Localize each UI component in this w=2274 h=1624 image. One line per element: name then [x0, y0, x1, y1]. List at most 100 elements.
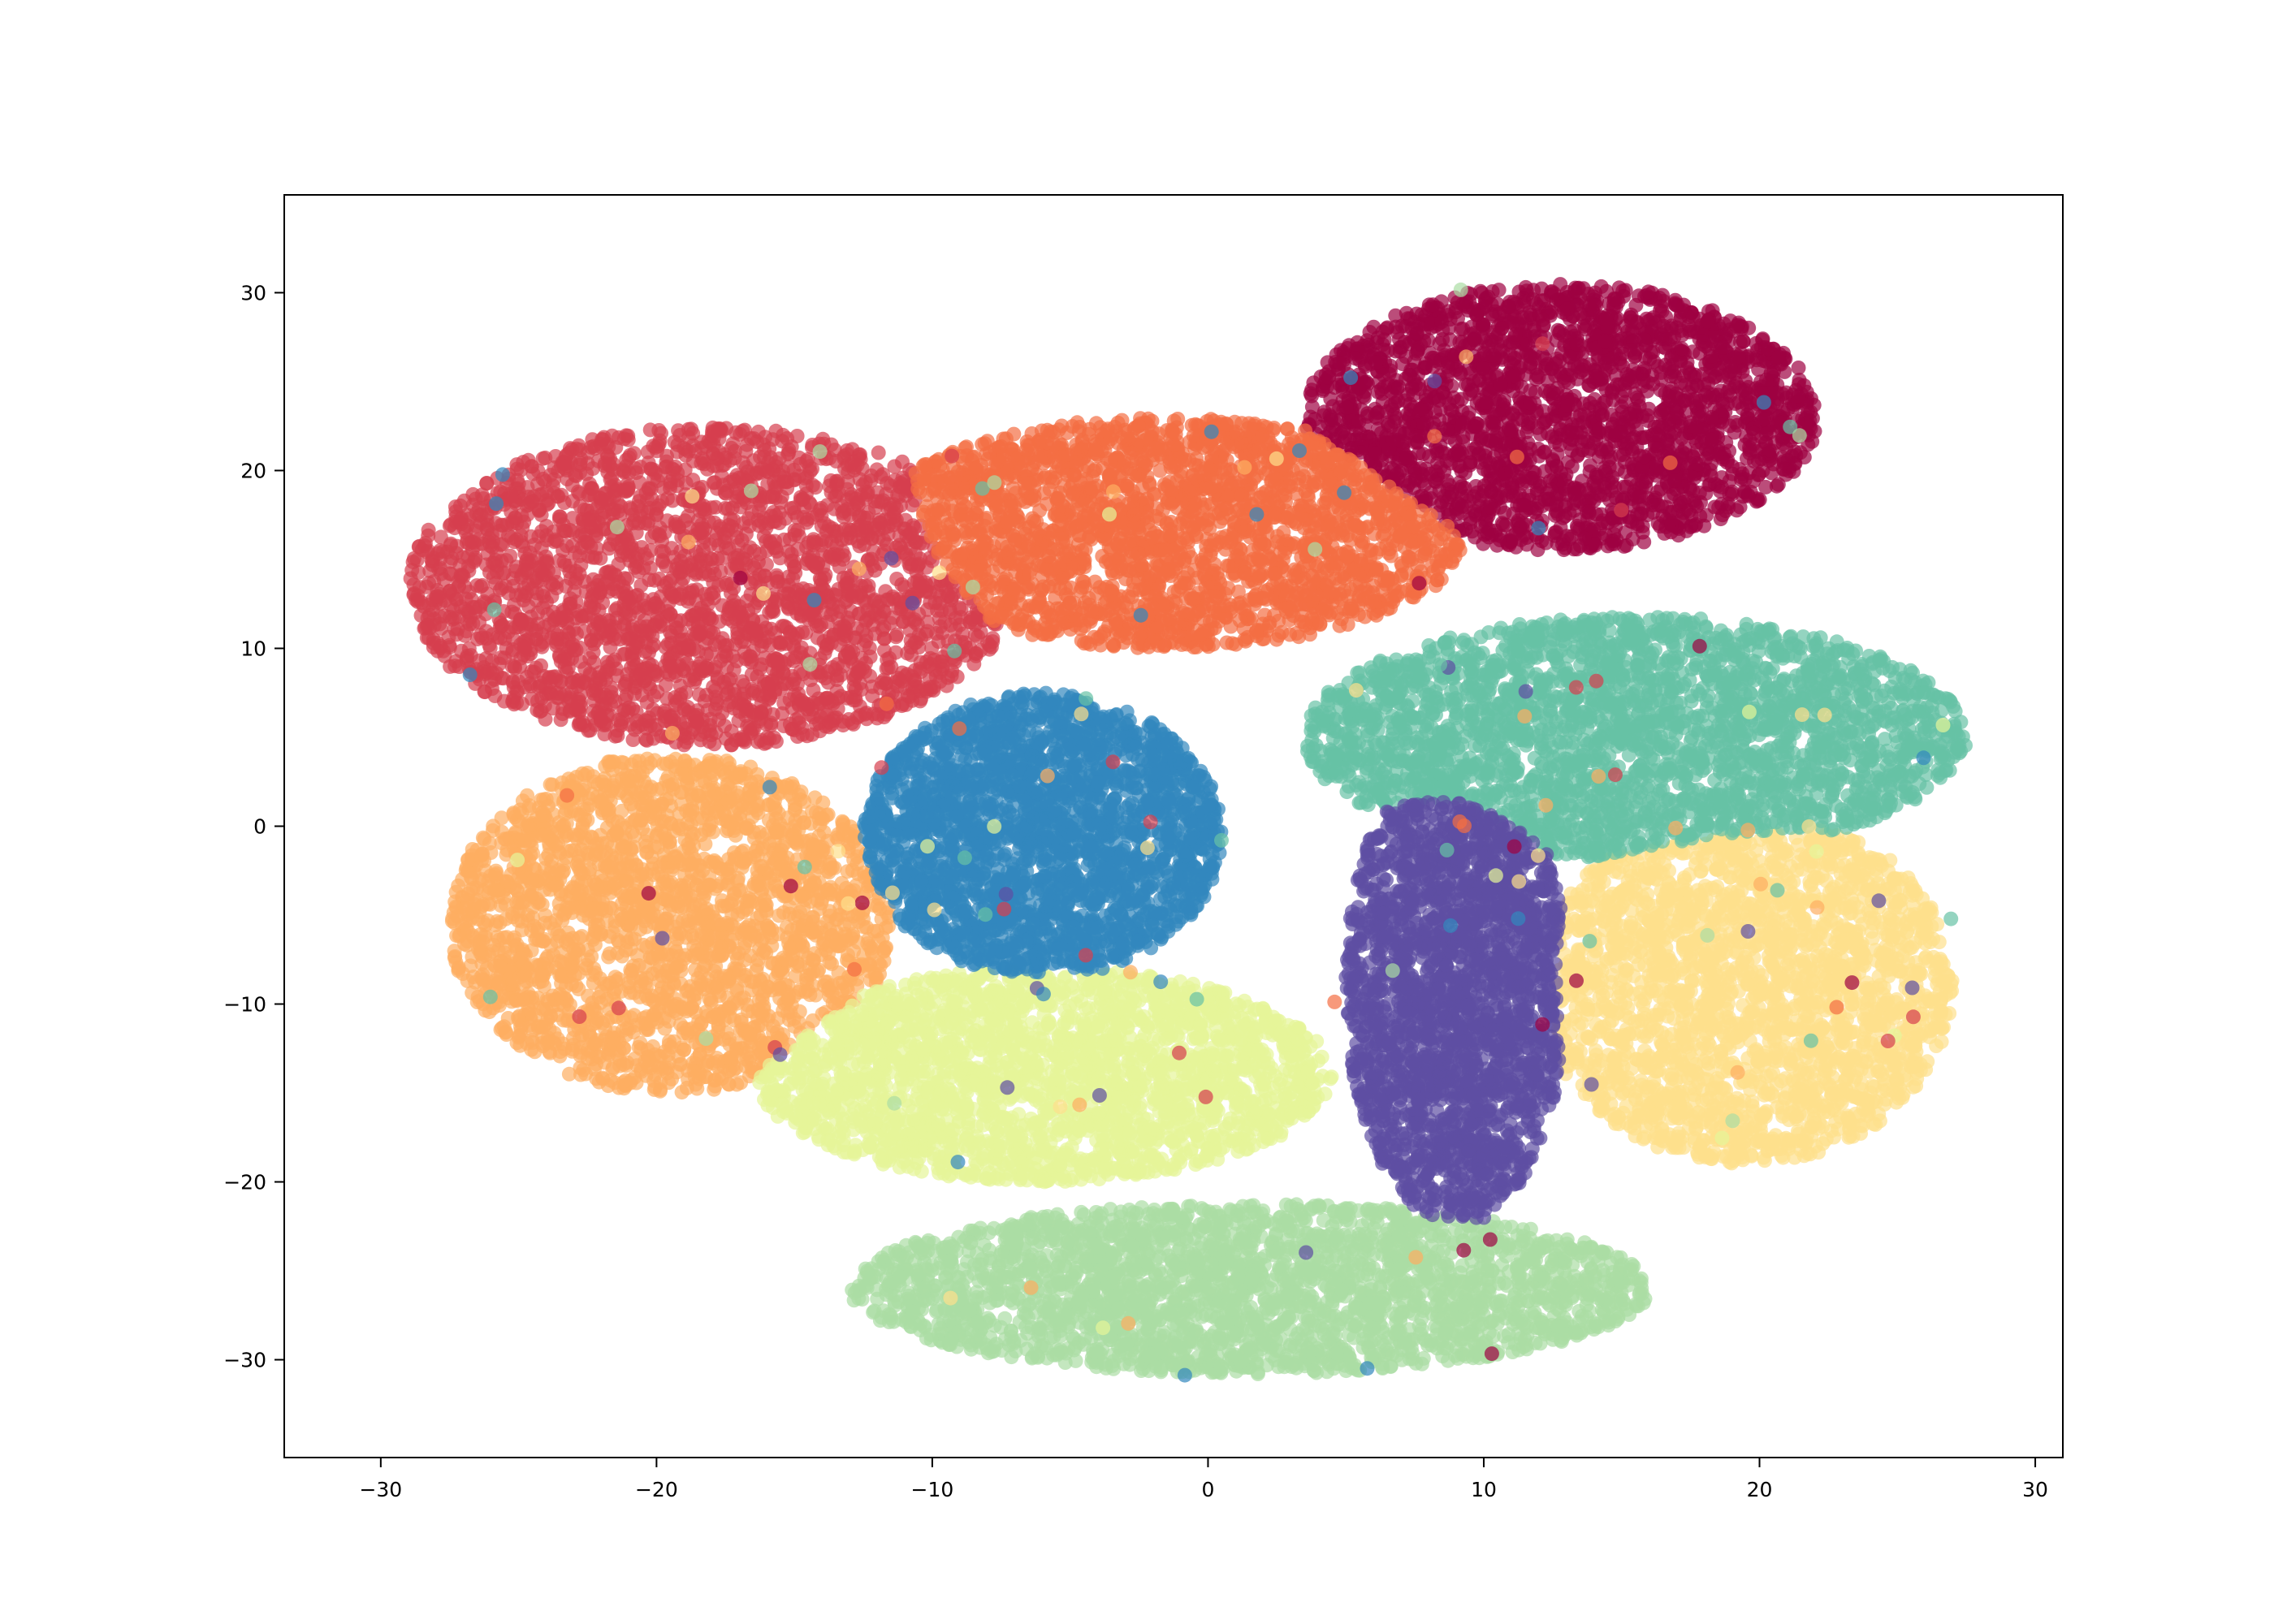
scatter-point [582, 599, 598, 615]
scatter-point [1539, 412, 1554, 428]
scatter-point [796, 510, 811, 525]
scatter-point [743, 654, 759, 670]
scatter-point [1516, 297, 1532, 313]
scatter-point [694, 600, 709, 615]
scatter-point [706, 625, 721, 641]
scatter-point [1737, 382, 1753, 398]
scatter-point [1685, 392, 1701, 408]
scatter-point [1388, 308, 1403, 323]
scatter-point [1517, 498, 1533, 513]
scatter-point [1455, 499, 1469, 514]
scatter-point [838, 594, 854, 610]
scatter-point [682, 585, 697, 601]
scatter-point [1645, 498, 1661, 513]
scatter-point [1597, 334, 1613, 349]
scatter-point [1454, 391, 1469, 407]
scatter-point [1692, 486, 1707, 500]
scatter-point [1523, 395, 1538, 411]
scatter-point [1704, 432, 1719, 447]
scatter-point [1576, 530, 1592, 546]
scatter-point [1497, 393, 1512, 408]
scatter-point [1425, 359, 1441, 374]
scatter-point [1472, 283, 1488, 299]
scatter-point [1423, 466, 1438, 482]
scatter-point [846, 693, 861, 708]
scatter-point [1679, 523, 1694, 538]
scatter-point [1491, 283, 1507, 298]
scatter-point [607, 652, 623, 667]
scatter-point [1367, 446, 1382, 461]
scatter-point [1412, 401, 1428, 417]
scatter-point [1791, 388, 1806, 404]
scatter-point [1586, 475, 1602, 490]
scatter-point [1757, 412, 1771, 427]
scatter-point [1366, 319, 1381, 335]
scatter-point [842, 525, 858, 541]
scatter-point [757, 443, 772, 458]
scatter-point [854, 487, 869, 503]
scatter-point [1720, 384, 1736, 400]
scatter-point [812, 723, 828, 739]
scatter-point [463, 648, 478, 663]
scatter-point [776, 695, 792, 710]
scatter-point [568, 545, 582, 560]
scatter-point [1497, 505, 1512, 520]
scatter-point [1731, 349, 1746, 365]
scatter-point [856, 510, 871, 525]
scatter-point [885, 589, 901, 604]
scatter-point [1560, 398, 1576, 413]
scatter-point [1570, 448, 1585, 464]
scatter-point [1642, 351, 1658, 366]
scatter-point [870, 710, 884, 726]
scatter-point [1598, 311, 1614, 326]
scatter-point [680, 699, 695, 715]
scatter-point [1549, 333, 1564, 348]
scatter-point [1762, 443, 1777, 458]
scatter-point [1437, 464, 1452, 479]
scatter-point [1654, 372, 1669, 387]
scatter-point [607, 728, 623, 744]
scatter-point [1604, 383, 1619, 399]
scatter-point [1703, 348, 1718, 364]
scatter-point [1667, 473, 1682, 488]
scatter-point [1654, 299, 1669, 314]
scatter-point [691, 687, 707, 702]
scatter-point [911, 556, 927, 572]
scatter-point [1683, 322, 1698, 338]
scatter-point [719, 648, 734, 663]
scatter-point [1325, 399, 1341, 414]
scatter-point [895, 697, 910, 711]
scatter-point [656, 578, 672, 594]
scatter-point [1740, 488, 1756, 503]
scatter-point [853, 708, 868, 723]
scatter-point [793, 609, 809, 624]
scatter-point [1455, 416, 1471, 431]
scatter-point [1685, 309, 1701, 324]
scatter-point [775, 434, 790, 449]
scatter-point [825, 521, 841, 536]
scatter-point [1589, 298, 1604, 313]
scatter-point [646, 637, 662, 652]
scatter-point [647, 617, 662, 633]
scatter-point [693, 732, 708, 748]
scatter-point [694, 456, 709, 471]
scatter-point [457, 628, 473, 643]
scatter-point [568, 594, 584, 610]
scatter-point [598, 486, 613, 501]
scatter-point [1467, 332, 1482, 348]
scatter-point [1347, 351, 1363, 366]
scatter-point [668, 620, 684, 636]
scatter-point [1641, 284, 1656, 300]
scatter-point [815, 431, 831, 447]
scatter-point [1563, 324, 1578, 339]
scatter-point [1719, 455, 1735, 470]
scatter-point [1729, 318, 1744, 334]
scatter-point [912, 576, 927, 591]
scatter-point [1622, 369, 1637, 384]
scatter-point [1623, 313, 1639, 329]
scatter-point [1742, 395, 1757, 410]
scatter-point [710, 551, 725, 566]
scatter-point [698, 660, 714, 676]
scatter-point [1758, 426, 1774, 442]
scatter-point [520, 615, 535, 631]
